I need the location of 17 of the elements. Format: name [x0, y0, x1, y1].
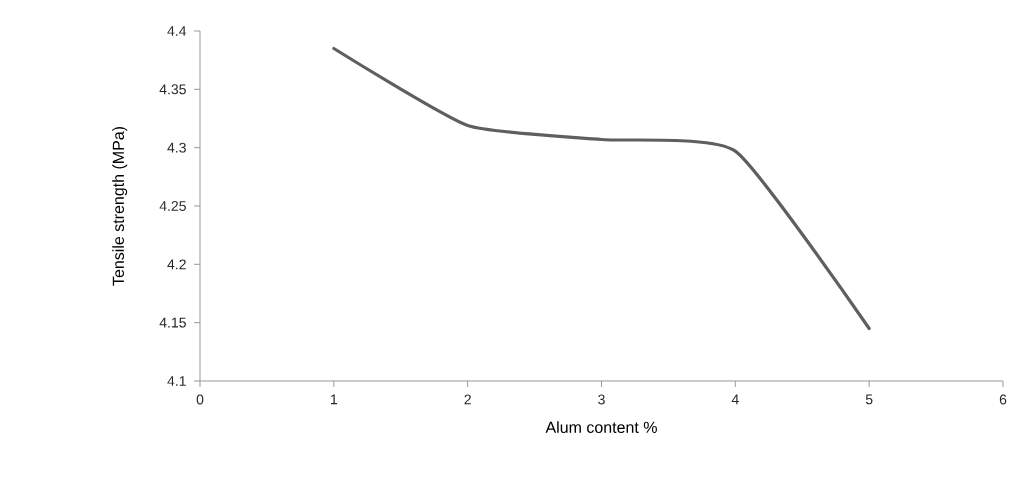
y-tick-label: 4.25: [159, 201, 186, 211]
line-series: [332, 46, 871, 331]
x-tick-label: 3: [598, 394, 605, 405]
x-axis-title: Alum content %: [545, 421, 657, 434]
y-tick-label: 4.35: [159, 84, 186, 95]
x-tick-label: 2: [464, 394, 471, 405]
y-tick-label: 4.15: [159, 317, 186, 328]
x-tick-label: 1: [331, 394, 338, 405]
y-tick-label: 4.2: [167, 259, 186, 270]
y-tick-label: 4.1: [167, 376, 186, 386]
x-tick-label: 0: [196, 394, 204, 405]
y-tick-label: 4.3: [167, 142, 186, 153]
x-tick-label: 4: [731, 394, 739, 405]
y-tick-label: 4.4: [167, 26, 187, 36]
x-tick-label: 5: [865, 394, 873, 405]
y-axis-title: Tensile strength (MPa): [112, 126, 128, 286]
x-tick-label: 6: [999, 394, 1007, 405]
